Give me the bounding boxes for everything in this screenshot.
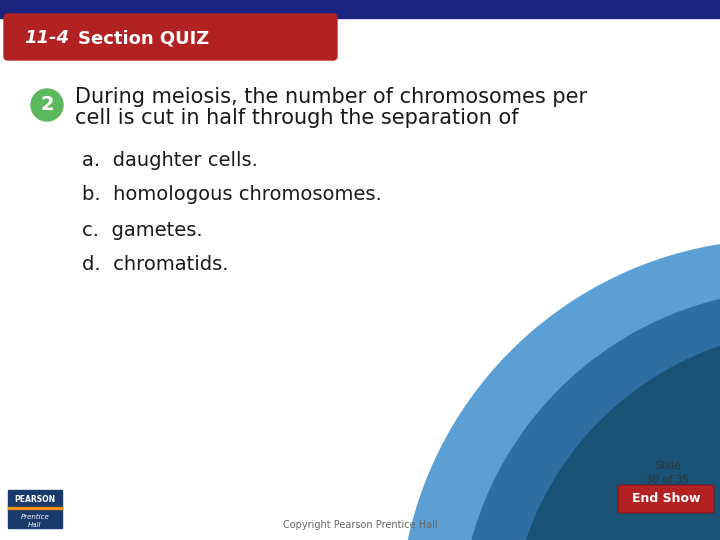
Text: c.  gametes.: c. gametes. [82, 220, 202, 240]
Polygon shape [510, 330, 720, 540]
Text: d.  chromatids.: d. chromatids. [82, 255, 228, 274]
Text: cell is cut in half through the separation of: cell is cut in half through the separati… [75, 108, 518, 128]
Text: PEARSON: PEARSON [14, 496, 55, 504]
Text: b.  homologous chromosomes.: b. homologous chromosomes. [82, 186, 382, 205]
Text: 2: 2 [40, 96, 54, 114]
Text: Copyright Pearson Prentice Hall: Copyright Pearson Prentice Hall [283, 520, 437, 530]
Text: During meiosis, the number of chromosomes per: During meiosis, the number of chromosome… [75, 87, 587, 107]
Circle shape [31, 89, 63, 121]
Text: 11-4: 11-4 [24, 29, 69, 47]
Polygon shape [400, 240, 720, 540]
Bar [0, 0, 720, 18]
Bar [8, 507, 62, 509]
FancyBboxPatch shape [618, 485, 714, 513]
Text: End Show: End Show [631, 492, 701, 505]
FancyBboxPatch shape [4, 14, 337, 60]
Text: Slide
30 of 35: Slide 30 of 35 [647, 461, 690, 485]
Bar [8, 490, 62, 528]
Text: a.  daughter cells.: a. daughter cells. [82, 151, 258, 170]
Text: Prentice: Prentice [21, 514, 50, 520]
Polygon shape [460, 290, 720, 540]
Text: Hall: Hall [28, 522, 42, 528]
Text: Section QUIZ: Section QUIZ [78, 29, 209, 47]
